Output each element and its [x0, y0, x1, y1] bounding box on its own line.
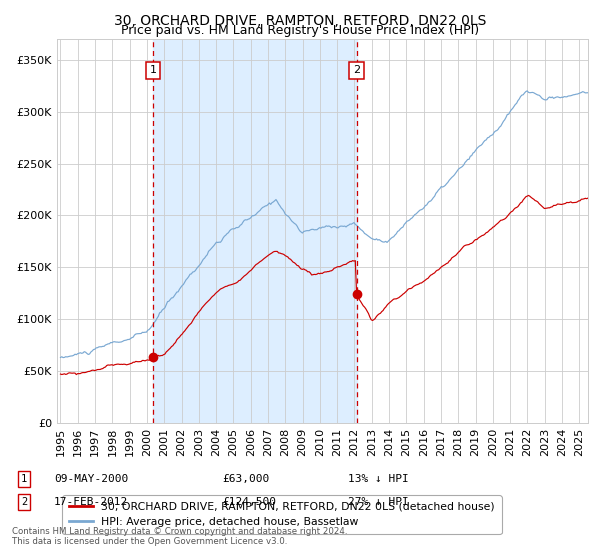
- Text: 17-FEB-2012: 17-FEB-2012: [54, 497, 128, 507]
- Text: 1: 1: [21, 474, 27, 484]
- Text: 13% ↓ HPI: 13% ↓ HPI: [348, 474, 409, 484]
- Legend: 30, ORCHARD DRIVE, RAMPTON, RETFORD, DN22 0LS (detached house), HPI: Average pri: 30, ORCHARD DRIVE, RAMPTON, RETFORD, DN2…: [62, 496, 502, 534]
- Text: 2: 2: [21, 497, 27, 507]
- Text: £124,500: £124,500: [222, 497, 276, 507]
- Text: This data is licensed under the Open Government Licence v3.0.: This data is licensed under the Open Gov…: [12, 537, 287, 546]
- Text: 2: 2: [353, 66, 360, 75]
- Text: 1: 1: [149, 66, 157, 75]
- Text: Price paid vs. HM Land Registry's House Price Index (HPI): Price paid vs. HM Land Registry's House …: [121, 24, 479, 37]
- Text: 27% ↓ HPI: 27% ↓ HPI: [348, 497, 409, 507]
- Text: Contains HM Land Registry data © Crown copyright and database right 2024.: Contains HM Land Registry data © Crown c…: [12, 527, 347, 536]
- Text: 30, ORCHARD DRIVE, RAMPTON, RETFORD, DN22 0LS: 30, ORCHARD DRIVE, RAMPTON, RETFORD, DN2…: [114, 14, 486, 28]
- Text: 09-MAY-2000: 09-MAY-2000: [54, 474, 128, 484]
- Text: £63,000: £63,000: [222, 474, 269, 484]
- Bar: [153, 39, 356, 423]
